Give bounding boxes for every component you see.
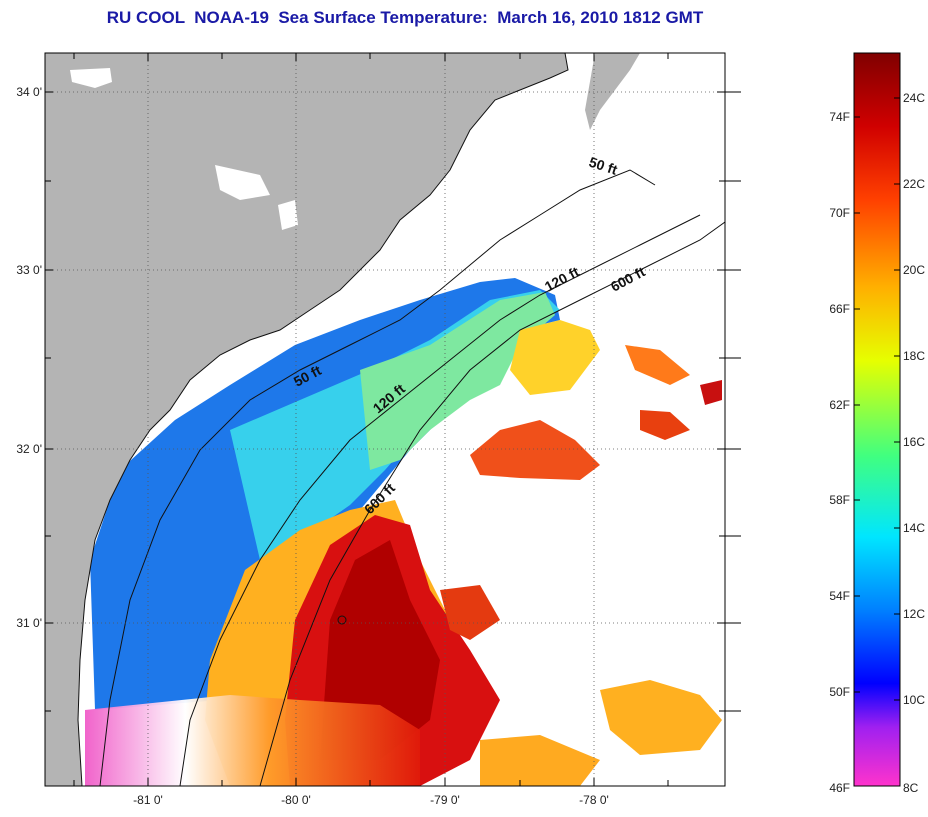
land-cloud-2 xyxy=(215,165,270,200)
sst-patch-east-2 xyxy=(510,320,600,395)
colorbar-c-16: 16C xyxy=(903,435,925,449)
coastline xyxy=(77,53,569,786)
colorbar-f-54: 54F xyxy=(829,589,850,603)
sst-patch-east-5 xyxy=(700,380,722,405)
sst-patch-east-6 xyxy=(600,680,722,755)
sst-field-green xyxy=(360,292,555,470)
contour-600ft xyxy=(259,221,725,786)
colorbar-c-18: 18C xyxy=(903,349,925,363)
sst-patch-east-8 xyxy=(440,585,500,640)
colorbar-c-10: 10C xyxy=(903,693,925,707)
graticule xyxy=(45,53,725,786)
colorbar-c-8: 8C xyxy=(903,781,919,795)
buoy-marker[interactable] xyxy=(337,615,347,625)
land-northeast xyxy=(585,53,640,130)
colorbar-f-46: 46F xyxy=(829,781,850,795)
colorbar-c-12: 12C xyxy=(903,607,925,621)
colorbar-f-58: 58F xyxy=(829,493,850,507)
sst-patch-east-1 xyxy=(470,420,600,480)
colorbar-ticks xyxy=(854,97,900,701)
colorbar-c-14: 14C xyxy=(903,521,925,535)
lat-label-32: 32 0' xyxy=(16,442,42,456)
lat-label-31: 31 0' xyxy=(16,616,42,630)
colorbar-c-22: 22C xyxy=(903,177,925,191)
sst-patch-east-7 xyxy=(480,735,600,786)
colorbar-f-70: 70F xyxy=(829,206,850,220)
lon-label-78: -78 0' xyxy=(579,793,609,807)
colorbar-f-66: 66F xyxy=(829,302,850,316)
land-cloud-1 xyxy=(70,68,112,88)
lon-label-81: -81 0' xyxy=(133,793,163,807)
colorbar-scale xyxy=(853,52,901,787)
sst-field-south xyxy=(85,695,420,786)
map-frame xyxy=(44,52,726,787)
colorbar-c-24: 24C xyxy=(903,91,925,105)
sst-patch-east-3 xyxy=(625,345,690,385)
map-title: RU COOL NOAA-19 Sea Surface Temperature:… xyxy=(106,8,704,27)
lat-label-34: 34 0' xyxy=(16,85,42,99)
colorbar-f-74: 74F xyxy=(829,110,850,124)
colorbar-f-50: 50F xyxy=(829,685,850,699)
sst-patch-east-4 xyxy=(640,410,690,440)
colorbar-f-62: 62F xyxy=(829,398,850,412)
land-cloud-3 xyxy=(278,200,298,230)
lon-label-80: -80 0' xyxy=(281,793,311,807)
lat-label-33: 33 0' xyxy=(16,263,42,277)
colorbar-c-20: 20C xyxy=(903,263,925,277)
contour-50ft xyxy=(99,169,656,786)
lon-label-79: -79 0' xyxy=(430,793,460,807)
land-mass xyxy=(45,53,568,786)
map-ticks xyxy=(45,53,741,786)
